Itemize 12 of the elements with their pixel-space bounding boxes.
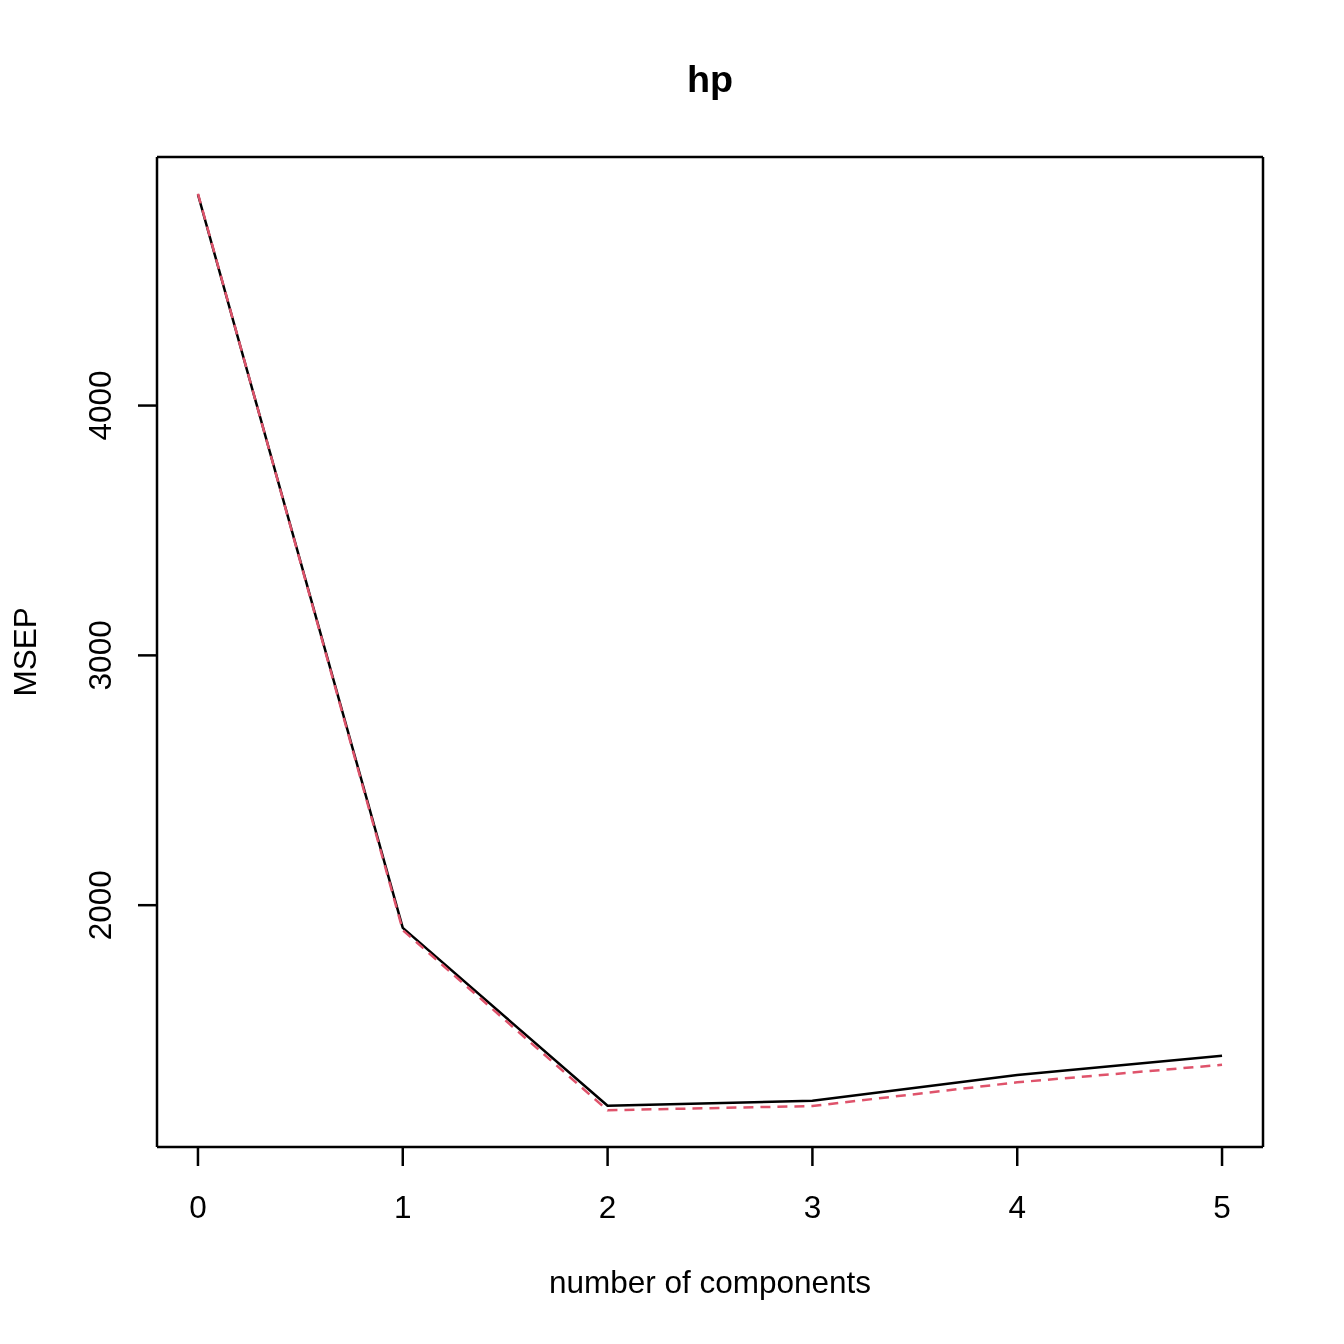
y-tick-label: 3000 <box>82 620 118 691</box>
chart-title: hp <box>685 58 735 100</box>
x-tick-label: 0 <box>189 1189 207 1225</box>
x-tick-label: 5 <box>1213 1189 1231 1225</box>
y-tick-label: 2000 <box>82 870 118 941</box>
x-axis-title: number of components <box>547 1264 873 1300</box>
x-tick-label: 4 <box>1008 1189 1026 1225</box>
x-tick-label: 2 <box>598 1189 617 1225</box>
x-tick-label: 1 <box>394 1189 412 1225</box>
y-tick-label: 4000 <box>82 370 118 441</box>
y-axis-title: MSEP <box>7 606 44 699</box>
x-tick-label: 3 <box>803 1189 822 1225</box>
